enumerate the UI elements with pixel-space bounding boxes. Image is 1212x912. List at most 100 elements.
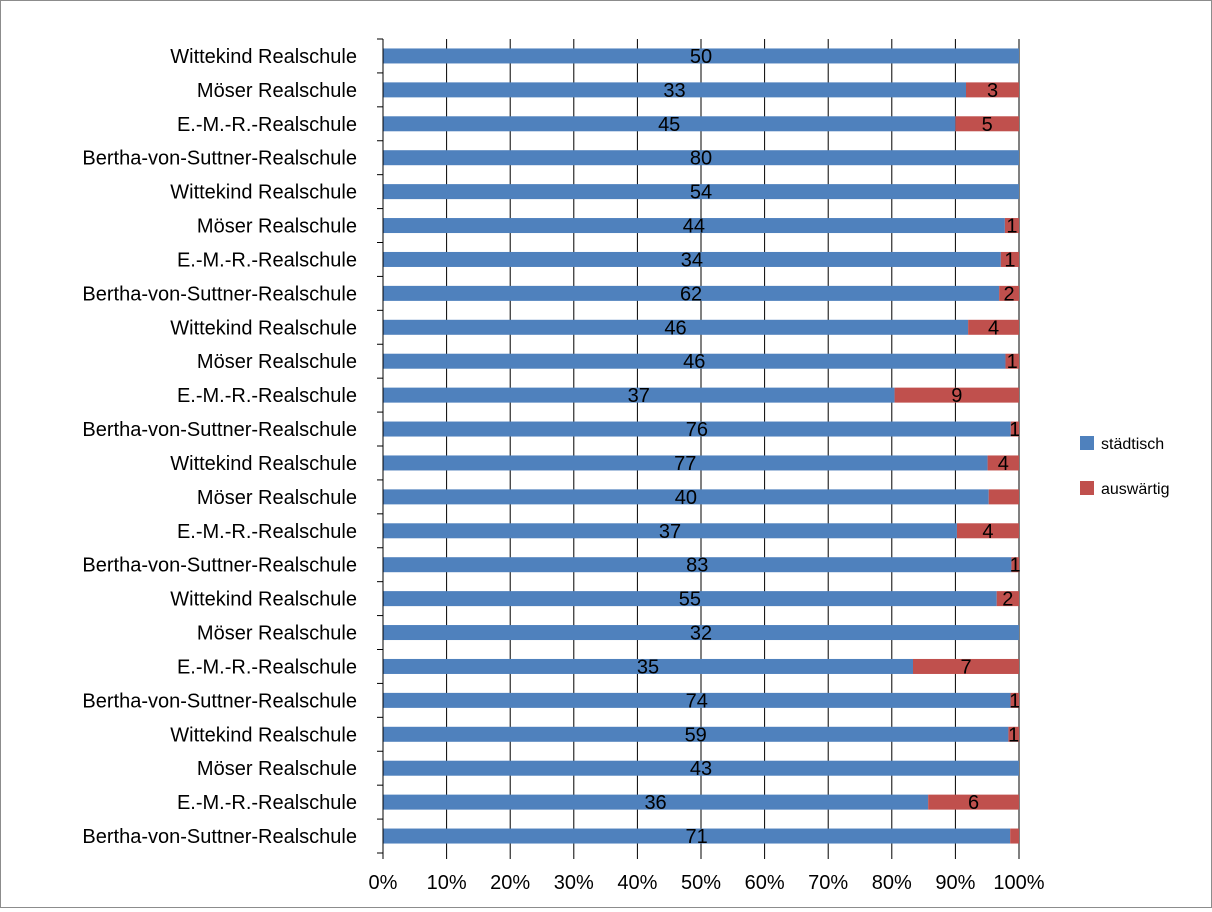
x-tick-labels: 0% 10% 20% 30% 40% 50% 60% 70% 80% 90% 100% (369, 872, 1045, 894)
x-tick-label: 100% (993, 872, 1044, 894)
bar-staedtisch (383, 218, 1005, 234)
category-label: E.-M.-R.-Realschule (177, 656, 357, 678)
data-label-staedtisch: 36 (644, 792, 666, 814)
data-label-auswaertig: 4 (998, 453, 1009, 475)
x-tick-label: 20% (490, 872, 530, 894)
legend: städtisch auswärtig (1080, 436, 1169, 498)
bar-staedtisch (383, 421, 1011, 437)
bar-auswaertig (955, 116, 1019, 132)
data-label-auswaertig: 1 (1008, 724, 1019, 746)
bar-staedtisch (383, 116, 956, 132)
legend-label: auswärtig (1101, 481, 1169, 498)
bar-staedtisch (383, 489, 989, 505)
category-label: Bertha-von-Suttner-Realschule (82, 826, 357, 848)
data-label-staedtisch: 44 (683, 216, 705, 238)
category-label: Möser Realschule (197, 623, 357, 645)
legend-swatch (1080, 436, 1094, 450)
bar-auswaertig (1000, 251, 1019, 267)
bar-staedtisch (383, 794, 929, 810)
bar-auswaertig (1010, 828, 1019, 844)
category-label: Möser Realschule (197, 487, 357, 509)
bar-staedtisch (383, 251, 1001, 267)
category-label: Wittekind Realschule (170, 317, 357, 339)
category-label: E.-M.-R.-Realschule (177, 385, 357, 407)
data-label-staedtisch: 80 (690, 148, 712, 170)
x-tick-label: 80% (872, 872, 912, 894)
data-label-staedtisch: 71 (685, 826, 707, 848)
x-tick-label: 90% (935, 872, 975, 894)
bar-staedtisch (383, 82, 966, 98)
legend-swatch (1080, 481, 1094, 495)
category-label: Wittekind Realschule (170, 182, 357, 204)
bar-auswaertig (988, 489, 1019, 505)
data-label-auswaertig: 1 (1006, 216, 1017, 238)
data-label-auswaertig: 4 (982, 521, 993, 543)
data-label-staedtisch: 46 (664, 317, 686, 339)
bar-staedtisch (383, 455, 988, 471)
data-label-staedtisch: 35 (637, 656, 659, 678)
bar-staedtisch (383, 692, 1011, 708)
bar-staedtisch (383, 184, 1019, 200)
data-label-staedtisch: 37 (659, 521, 681, 543)
bar-staedtisch (383, 319, 969, 335)
data-label-staedtisch: 40 (675, 487, 697, 509)
x-tick-label: 70% (808, 872, 848, 894)
category-label: E.-M.-R.-Realschule (177, 521, 357, 543)
category-label: Bertha-von-Suttner-Realschule (82, 148, 357, 170)
gridlines (382, 39, 1020, 853)
category-label: E.-M.-R.-Realschule (177, 114, 357, 136)
data-label-auswaertig: 7 (960, 656, 971, 678)
data-label-staedtisch: 59 (685, 724, 707, 746)
category-label: Möser Realschule (197, 80, 357, 102)
data-label-auswaertig: 6 (968, 792, 979, 814)
data-label-staedtisch: 83 (686, 555, 708, 577)
category-label: Möser Realschule (197, 351, 357, 373)
category-label: E.-M.-R.-Realschule (177, 249, 357, 271)
category-label: Wittekind Realschule (170, 453, 357, 475)
bar-staedtisch (383, 150, 1019, 166)
data-label-staedtisch: 34 (681, 249, 703, 271)
data-label-staedtisch: 37 (628, 385, 650, 407)
bar-staedtisch (383, 658, 913, 674)
bar-staedtisch (383, 726, 1009, 742)
bar-staedtisch (383, 557, 1012, 573)
data-label-auswaertig: 1 (1010, 555, 1021, 577)
bar-auswaertig (913, 658, 1019, 674)
data-label-auswaertig: 5 (982, 114, 993, 136)
category-label: Möser Realschule (197, 758, 357, 780)
data-label-staedtisch: 76 (686, 419, 708, 441)
bar-staedtisch (383, 48, 1019, 64)
data-label-staedtisch: 62 (680, 283, 702, 305)
category-label: Wittekind Realschule (170, 724, 357, 746)
x-tick-label: 50% (681, 872, 721, 894)
bar-auswaertig (1010, 692, 1019, 708)
data-label-auswaertig: 9 (951, 385, 962, 407)
data-label-staedtisch: 50 (690, 46, 712, 68)
data-label-auswaertig: 1 (1007, 351, 1018, 373)
data-label-auswaertig: 1 (1009, 419, 1020, 441)
category-label: Wittekind Realschule (170, 589, 357, 611)
bar-staedtisch (383, 591, 997, 607)
data-label-auswaertig: 2 (1004, 283, 1015, 305)
data-label-staedtisch: 32 (690, 623, 712, 645)
x-tick-label: 40% (617, 872, 657, 894)
data-label-staedtisch: 54 (690, 182, 712, 204)
category-labels: Wittekind Realschule Möser Realschule E.-M… (82, 46, 357, 848)
bar-auswaertig (894, 387, 1019, 403)
data-label-auswaertig: 1 (1009, 690, 1020, 712)
bar-auswaertig (956, 523, 1019, 539)
data-label-staedtisch: 46 (683, 351, 705, 373)
category-label: E.-M.-R.-Realschule (177, 792, 357, 814)
bar-auswaertig (1010, 421, 1019, 437)
legend-label: städtisch (1101, 436, 1164, 453)
data-label-staedtisch: 33 (663, 80, 685, 102)
bar-staedtisch (383, 760, 1019, 776)
data-label-staedtisch: 77 (674, 453, 696, 475)
bar-staedtisch (383, 828, 1011, 844)
axes (377, 38, 1020, 859)
data-label-staedtisch: 45 (658, 114, 680, 136)
bar-auswaertig (928, 794, 1019, 810)
